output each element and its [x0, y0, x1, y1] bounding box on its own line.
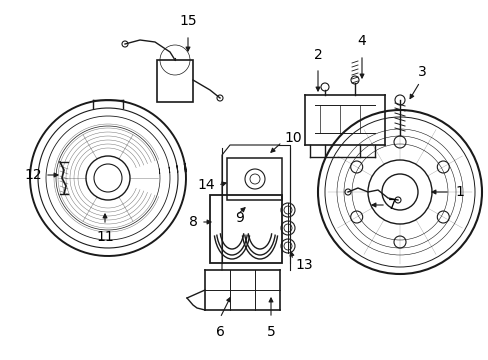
Bar	[209, 195, 282, 263]
Text: 2: 2	[313, 48, 322, 62]
Text: 10: 10	[284, 131, 301, 145]
Text: 9: 9	[235, 211, 244, 225]
Text: 12: 12	[24, 168, 42, 182]
Text: 15: 15	[179, 14, 196, 28]
Text: 8: 8	[189, 215, 198, 229]
Bar	[226, 158, 282, 200]
Text: 7: 7	[387, 198, 396, 212]
Bar	[157, 60, 193, 102]
Text: 3: 3	[417, 65, 426, 79]
Text: 4: 4	[357, 34, 366, 48]
Text: 11: 11	[96, 230, 114, 244]
Text: 1: 1	[454, 185, 463, 199]
Text: 6: 6	[215, 325, 224, 339]
Text: 13: 13	[294, 258, 312, 272]
Text: 5: 5	[266, 325, 275, 339]
Text: 14: 14	[197, 178, 215, 192]
